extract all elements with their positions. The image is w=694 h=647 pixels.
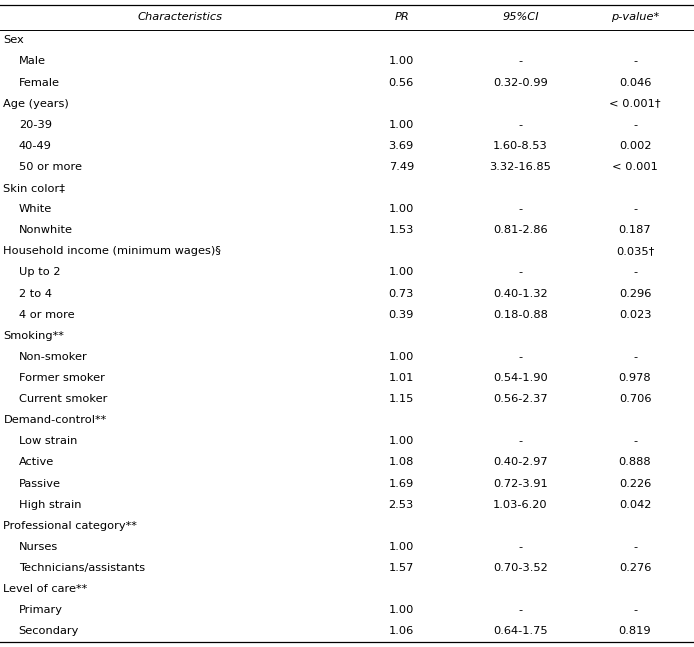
Text: 0.819: 0.819 [618, 626, 652, 636]
Text: Level of care**: Level of care** [3, 584, 87, 594]
Text: 1.03-6.20: 1.03-6.20 [493, 499, 548, 510]
Text: Low strain: Low strain [19, 436, 77, 446]
Text: 1.00: 1.00 [389, 56, 414, 67]
Text: 2 to 4: 2 to 4 [19, 289, 52, 298]
Text: Nonwhite: Nonwhite [19, 225, 73, 236]
Text: Characteristics: Characteristics [138, 12, 223, 23]
Text: < 0.001†: < 0.001† [609, 98, 661, 109]
Text: -: - [633, 204, 637, 214]
Text: 7.49: 7.49 [389, 162, 414, 172]
Text: 1.06: 1.06 [389, 626, 414, 636]
Text: Current smoker: Current smoker [19, 394, 107, 404]
Text: -: - [518, 605, 523, 615]
Text: 0.978: 0.978 [618, 373, 652, 383]
Text: Technicians/assistants: Technicians/assistants [19, 563, 145, 573]
Text: Male: Male [19, 56, 46, 67]
Text: 50 or more: 50 or more [19, 162, 82, 172]
Text: -: - [518, 542, 523, 552]
Text: 0.40-2.97: 0.40-2.97 [493, 457, 548, 467]
Text: 1.00: 1.00 [389, 204, 414, 214]
Text: Demand-control**: Demand-control** [3, 415, 107, 425]
Text: 0.002: 0.002 [619, 141, 651, 151]
Text: 1.01: 1.01 [389, 373, 414, 383]
Text: 1.00: 1.00 [389, 605, 414, 615]
Text: 0.70-3.52: 0.70-3.52 [493, 563, 548, 573]
Text: 0.046: 0.046 [619, 78, 651, 87]
Text: 0.56: 0.56 [389, 78, 414, 87]
Text: 0.042: 0.042 [619, 499, 651, 510]
Text: 0.73: 0.73 [389, 289, 414, 298]
Text: 0.32-0.99: 0.32-0.99 [493, 78, 548, 87]
Text: -: - [518, 204, 523, 214]
Text: 2.53: 2.53 [389, 499, 414, 510]
Text: 0.296: 0.296 [619, 289, 651, 298]
Text: Female: Female [19, 78, 60, 87]
Text: Secondary: Secondary [19, 626, 79, 636]
Text: -: - [633, 542, 637, 552]
Text: 3.69: 3.69 [389, 141, 414, 151]
Text: PR: PR [395, 12, 410, 23]
Text: 0.72-3.91: 0.72-3.91 [493, 479, 548, 488]
Text: -: - [518, 56, 523, 67]
Text: 1.53: 1.53 [389, 225, 414, 236]
Text: High strain: High strain [19, 499, 81, 510]
Text: Age (years): Age (years) [3, 98, 69, 109]
Text: p-value*: p-value* [611, 12, 659, 23]
Text: Nurses: Nurses [19, 542, 58, 552]
Text: White: White [19, 204, 52, 214]
Text: 1.08: 1.08 [389, 457, 414, 467]
Text: 0.64-1.75: 0.64-1.75 [493, 626, 548, 636]
Text: -: - [633, 352, 637, 362]
Text: -: - [633, 436, 637, 446]
Text: 1.00: 1.00 [389, 436, 414, 446]
Text: 0.706: 0.706 [619, 394, 651, 404]
Text: 0.023: 0.023 [619, 310, 651, 320]
Text: 0.187: 0.187 [618, 225, 652, 236]
Text: 1.57: 1.57 [389, 563, 414, 573]
Text: 1.00: 1.00 [389, 542, 414, 552]
Text: -: - [518, 436, 523, 446]
Text: Up to 2: Up to 2 [19, 267, 60, 278]
Text: -: - [633, 56, 637, 67]
Text: 0.39: 0.39 [389, 310, 414, 320]
Text: 3.32-16.85: 3.32-16.85 [489, 162, 552, 172]
Text: 0.035†: 0.035† [616, 247, 654, 256]
Text: Sex: Sex [3, 36, 24, 45]
Text: 0.56-2.37: 0.56-2.37 [493, 394, 548, 404]
Text: Passive: Passive [19, 479, 61, 488]
Text: 1.60-8.53: 1.60-8.53 [493, 141, 548, 151]
Text: 1.00: 1.00 [389, 352, 414, 362]
Text: -: - [633, 120, 637, 130]
Text: 0.276: 0.276 [619, 563, 651, 573]
Text: 1.00: 1.00 [389, 120, 414, 130]
Text: 1.15: 1.15 [389, 394, 414, 404]
Text: 0.54-1.90: 0.54-1.90 [493, 373, 548, 383]
Text: 1.69: 1.69 [389, 479, 414, 488]
Text: 0.40-1.32: 0.40-1.32 [493, 289, 548, 298]
Text: Former smoker: Former smoker [19, 373, 105, 383]
Text: 0.226: 0.226 [619, 479, 651, 488]
Text: Household income (minimum wages)§: Household income (minimum wages)§ [3, 247, 221, 256]
Text: -: - [518, 120, 523, 130]
Text: Professional category**: Professional category** [3, 521, 137, 531]
Text: 4 or more: 4 or more [19, 310, 74, 320]
Text: 20-39: 20-39 [19, 120, 52, 130]
Text: 0.18-0.88: 0.18-0.88 [493, 310, 548, 320]
Text: < 0.001: < 0.001 [612, 162, 658, 172]
Text: Primary: Primary [19, 605, 62, 615]
Text: Active: Active [19, 457, 54, 467]
Text: Non-smoker: Non-smoker [19, 352, 87, 362]
Text: 1.00: 1.00 [389, 267, 414, 278]
Text: 0.888: 0.888 [618, 457, 652, 467]
Text: Smoking**: Smoking** [3, 331, 65, 341]
Text: 0.81-2.86: 0.81-2.86 [493, 225, 548, 236]
Text: -: - [518, 352, 523, 362]
Text: Skin color‡: Skin color‡ [3, 183, 65, 193]
Text: -: - [518, 267, 523, 278]
Text: -: - [633, 605, 637, 615]
Text: 40-49: 40-49 [19, 141, 51, 151]
Text: 95%CI: 95%CI [502, 12, 539, 23]
Text: -: - [633, 267, 637, 278]
